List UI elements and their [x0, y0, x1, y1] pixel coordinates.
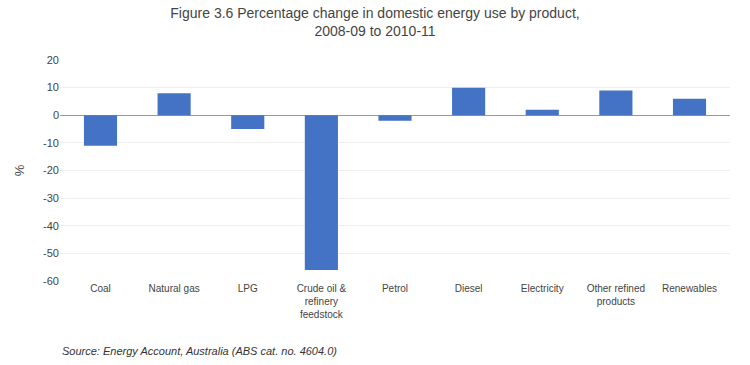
svg-text:Coal: Coal: [90, 283, 111, 294]
svg-text:%: %: [12, 164, 27, 176]
svg-text:Source: Energy Account, Austra: Source: Energy Account, Australia (ABS c…: [62, 345, 337, 357]
svg-text:0: 0: [53, 109, 59, 121]
svg-text:Renewables: Renewables: [662, 283, 717, 294]
svg-text:-50: -50: [43, 247, 59, 259]
svg-text:10: 10: [47, 81, 59, 93]
svg-text:-20: -20: [43, 164, 59, 176]
svg-text:Petrol: Petrol: [382, 283, 408, 294]
svg-text:Figure 3.6 Percentage change i: Figure 3.6 Percentage change in domestic…: [170, 5, 579, 39]
svg-text:-60: -60: [43, 275, 59, 287]
svg-text:LPG: LPG: [238, 283, 258, 294]
svg-text:Crude oil &refineryfeedstock: Crude oil &refineryfeedstock: [297, 283, 347, 320]
svg-text:-30: -30: [43, 192, 59, 204]
svg-text:Other refinedproducts: Other refinedproducts: [587, 283, 645, 307]
svg-text:-10: -10: [43, 137, 59, 149]
svg-text:Diesel: Diesel: [455, 283, 483, 294]
svg-text:Electricity: Electricity: [521, 283, 564, 294]
svg-text:-40: -40: [43, 220, 59, 232]
svg-text:20: 20: [47, 54, 59, 66]
svg-text:Natural gas: Natural gas: [149, 283, 200, 294]
